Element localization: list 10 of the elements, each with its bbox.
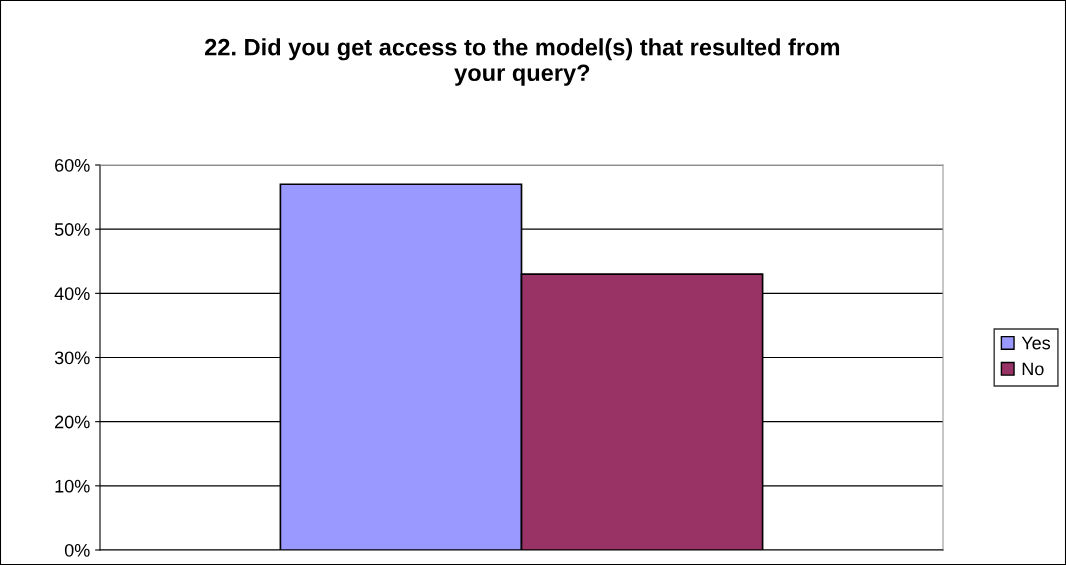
legend-label: Yes [1021, 336, 1051, 350]
y-tick-label: 20% [55, 415, 90, 429]
y-tick-label: 30% [54, 351, 90, 365]
y-tick-label: 50% [54, 223, 90, 236]
y-tick-label: 10% [55, 479, 90, 493]
y-tick-label: 60% [55, 158, 90, 172]
chart-title: 22. Did you get access to the model(s) that resulted from your query? [205, 38, 840, 86]
y-tick-label: 0% [64, 543, 90, 557]
y-tick-label: 40% [54, 287, 90, 301]
legend-label: No [1022, 362, 1044, 376]
